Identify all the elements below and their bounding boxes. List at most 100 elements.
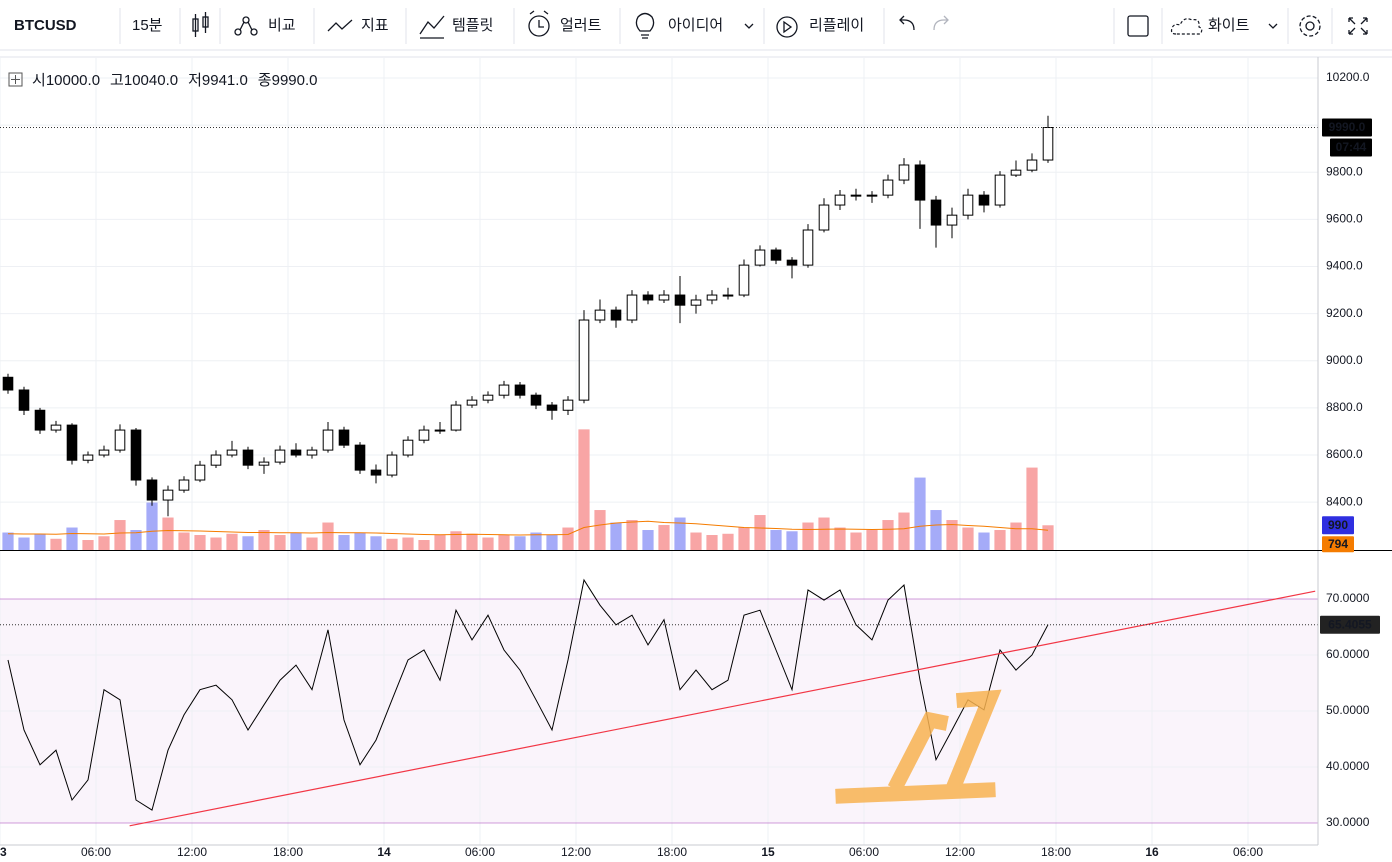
volume-bar: [66, 527, 78, 550]
alert-button[interactable]: 얼러트: [560, 17, 602, 34]
candle-body: [306, 449, 318, 456]
volume-bar: [530, 532, 542, 550]
y-tick-label: 8800.0: [1326, 400, 1363, 414]
undo-icon[interactable]: [899, 15, 915, 31]
settings-icon[interactable]: [1299, 15, 1321, 37]
candle-body: [178, 479, 190, 491]
candle-body: [626, 294, 638, 321]
volume-bar: [898, 512, 910, 550]
candle-body: [754, 249, 766, 266]
x-tick-label: 06:00: [849, 845, 879, 859]
candle-body: [226, 449, 238, 456]
volume-bar: [258, 530, 270, 550]
dropdown-arrow[interactable]: [744, 23, 754, 29]
volume-bar: [498, 535, 510, 550]
candle-body: [722, 294, 734, 297]
volume-bar: [98, 536, 110, 550]
legend-icon: [11, 75, 20, 84]
replay-icon[interactable]: [776, 16, 798, 38]
candle-body: [834, 194, 846, 206]
candle-body: [50, 424, 62, 431]
indicator-icon[interactable]: [327, 19, 353, 32]
symbol[interactable]: BTCUSD: [14, 17, 77, 34]
candle-body: [130, 429, 142, 481]
replay-button[interactable]: 리플레이: [809, 17, 864, 34]
volume-tag-bg: [1322, 516, 1354, 535]
candle-body: [482, 394, 494, 401]
volume-bar: [1010, 522, 1022, 550]
legend-text: 시10000.0 고10040.0 저9941.0 종9990.0: [32, 72, 318, 89]
candle-icon[interactable]: [192, 12, 209, 37]
legend-name: 고: [110, 72, 124, 89]
layout-icon[interactable]: [1127, 15, 1149, 37]
candle-body: [690, 299, 702, 306]
candle-body: [434, 429, 446, 432]
idea-button[interactable]: 아이디어: [668, 17, 723, 34]
candle-body: [610, 309, 622, 321]
volume-bar: [642, 530, 654, 550]
volume-bar: [754, 515, 766, 550]
trendline: [129, 590, 1316, 827]
y-tick-label: 30.0000: [1326, 815, 1370, 829]
candle-body: [322, 429, 334, 451]
candle-body: [1026, 159, 1038, 171]
axis-mask: [1318, 845, 1392, 862]
candle-body: [354, 444, 366, 471]
volume-bar: [962, 527, 974, 550]
candle-body: [642, 294, 654, 301]
volume-bar: [242, 536, 254, 550]
template-icon[interactable]: [419, 15, 445, 39]
candle-body: [546, 404, 558, 411]
volume-bar: [930, 510, 942, 550]
legend-value: 10000.0: [46, 72, 100, 89]
x-tick-label: 13: [0, 845, 7, 859]
candle-body: [866, 194, 878, 197]
compare-icon[interactable]: [234, 16, 258, 36]
candle-body: [290, 449, 302, 456]
countdown-tag: 07:44: [1336, 140, 1367, 154]
volume-bar: [402, 537, 414, 550]
volume-bar: [770, 530, 782, 550]
volume-bar: [690, 532, 702, 550]
x-tick-label: 12:00: [945, 845, 975, 859]
candle-body: [370, 469, 382, 476]
cloud-icon[interactable]: [1170, 18, 1203, 35]
compare-button[interactable]: 비교: [268, 17, 296, 34]
idea-icon[interactable]: [635, 12, 655, 39]
volume-ma-line: [7, 520, 1049, 536]
candle-body: [242, 449, 254, 466]
candle-body: [578, 319, 590, 401]
volume-bar: [882, 520, 894, 550]
volume-ma-tag-bg: [1322, 536, 1354, 553]
volume-bar: [946, 520, 958, 550]
candle-body: [706, 294, 718, 301]
candle-body: [738, 264, 750, 296]
alert-icon[interactable]: [528, 10, 550, 37]
candle-body: [930, 199, 942, 226]
y-tick-label: 8400.0: [1326, 494, 1363, 508]
volume-bar: [178, 532, 190, 550]
candle-body: [450, 404, 462, 431]
volume-bar: [706, 535, 718, 550]
interval[interactable]: 15분: [132, 17, 163, 34]
candle-body: [82, 454, 94, 461]
redo-icon[interactable]: [933, 15, 949, 31]
legend-icon[interactable]: [8, 72, 23, 87]
volume-bar: [370, 536, 382, 550]
volume-bar: [722, 533, 734, 550]
drawing-annotation[interactable]: [835, 689, 1002, 804]
candle-body: [34, 409, 46, 431]
dropdown-arrow[interactable]: [1268, 23, 1278, 29]
volume-bar: [674, 517, 686, 550]
fullscreen-icon[interactable]: [1348, 17, 1368, 35]
template-button[interactable]: 템플릿: [452, 17, 493, 34]
candle-body: [258, 461, 270, 466]
indicator-button[interactable]: 지표: [361, 17, 389, 34]
candle-body: [98, 449, 110, 456]
y-tick-label: 50.0000: [1326, 703, 1370, 717]
theme-button[interactable]: 화이트: [1208, 17, 1250, 34]
x-tick-label: 12:00: [177, 845, 207, 859]
volume-bar: [130, 530, 142, 550]
candle-body: [802, 229, 814, 266]
volume-bar: [450, 531, 462, 550]
